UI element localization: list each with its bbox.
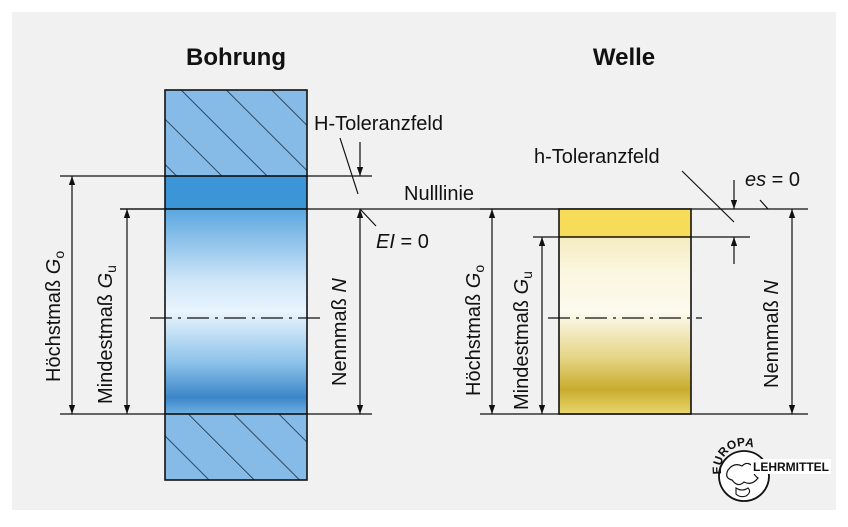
hole-bore bbox=[165, 209, 307, 414]
h-lower-toleranzfeld-label: h-Toleranzfeld bbox=[534, 146, 660, 168]
logo-text-bg bbox=[751, 459, 831, 474]
welle-part bbox=[548, 208, 702, 415]
logo-continent-2 bbox=[735, 486, 751, 498]
ei-label: EI = 0 bbox=[376, 231, 429, 253]
europa-lehrmittel-logo: EUROPA LEHRMITTEL bbox=[710, 435, 831, 502]
h-toleranzfeld-label: H-Toleranzfeld bbox=[314, 113, 443, 135]
panel-background bbox=[12, 12, 836, 510]
shaft-hoechstmass-label: Höchstmaß Go bbox=[463, 265, 487, 396]
hole-tolerance-zone bbox=[165, 176, 307, 209]
nulllinie-label: Nulllinie bbox=[404, 183, 474, 205]
hole-hoechstmass-label: Höchstmaß Go bbox=[43, 251, 67, 382]
hole-nennmass-label: Nennmaß N bbox=[329, 278, 351, 386]
hole-outline bbox=[164, 89, 308, 481]
logo-continents bbox=[726, 462, 759, 486]
shaft-nennmass-label: Nennmaß N bbox=[761, 280, 783, 388]
bohrung-part bbox=[150, 89, 322, 481]
title-bohrung: Bohrung bbox=[186, 44, 286, 71]
hole-material-lower bbox=[165, 414, 307, 480]
shaft-mindestmass-label: Mindestmaß Gu bbox=[511, 271, 535, 410]
ei-leader bbox=[359, 208, 377, 227]
hole-mindestmass-label: Mindestmaß Gu bbox=[95, 265, 119, 404]
hole-material-upper bbox=[165, 90, 307, 176]
shaft-tolerance-zone bbox=[559, 209, 691, 237]
title-welle: Welle bbox=[593, 44, 655, 71]
logo-text-lehrmittel: LEHRMITTEL bbox=[753, 460, 829, 474]
es-leader bbox=[759, 199, 769, 210]
es-label: es = 0 bbox=[745, 169, 800, 191]
h-lower-toleranzfeld-leader bbox=[681, 170, 735, 223]
shaft-body bbox=[559, 209, 691, 414]
h-toleranzfeld-leader bbox=[339, 137, 359, 195]
